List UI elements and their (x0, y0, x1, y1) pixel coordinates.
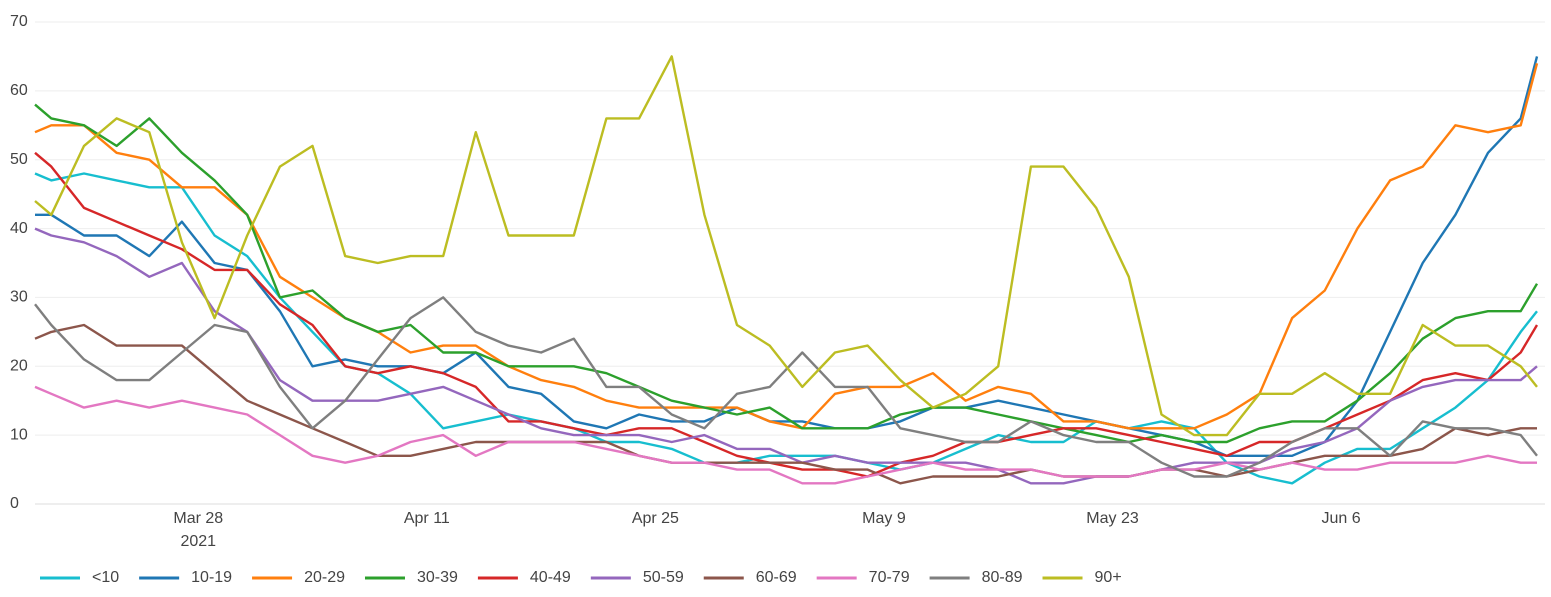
y-tick-label: 50 (10, 151, 28, 168)
x-tick-label: Apr 25 (632, 510, 679, 527)
legend-item: <10 (40, 569, 119, 586)
legend-label: 20-29 (304, 569, 345, 586)
x-tick-label: May 23 (1086, 510, 1139, 527)
legend-item: 40-49 (477, 569, 571, 586)
y-tick-label: 30 (10, 289, 28, 306)
x-tick-label: Apr 11 (404, 510, 450, 527)
y-tick-label: 10 (10, 426, 28, 443)
series-line (34, 323, 1537, 485)
legend-label: 50-59 (643, 569, 684, 586)
legend-item: 20-29 (252, 569, 345, 586)
legend-item: 70-79 (816, 569, 910, 586)
legend-label: 60-69 (756, 569, 797, 586)
legend-item: 90+ (1042, 569, 1122, 586)
series-line (34, 385, 1537, 485)
series-line (34, 151, 1539, 478)
y-tick-label: 40 (10, 220, 28, 237)
legend-label: 80-89 (982, 569, 1023, 586)
series-line (34, 103, 1539, 444)
series-line (34, 55, 1538, 437)
legend-item: 50-59 (590, 569, 684, 586)
series-line (34, 296, 1538, 478)
series-line (35, 56, 1539, 457)
legend-label: 70-79 (869, 569, 910, 586)
y-tick-label: 0 (10, 495, 19, 512)
legend-item: 30-39 (364, 569, 458, 586)
legend-label: 90+ (1095, 569, 1122, 586)
legend-label: 10-19 (191, 569, 232, 586)
y-tick-label: 60 (10, 82, 28, 99)
y-tick-label: 20 (10, 358, 28, 375)
x-tick-label: Jun 6 (1322, 510, 1361, 527)
x-tick-label: May 9 (862, 510, 906, 527)
legend-item: 10-19 (139, 569, 232, 586)
series-line (34, 62, 1539, 430)
legend-label: 30-39 (417, 569, 458, 586)
legend-item: 60-69 (703, 569, 797, 586)
y-tick-label: 70 (10, 13, 28, 30)
legend-label: <10 (92, 569, 119, 586)
series-line (34, 172, 1538, 485)
x-year-label: 2021 (180, 533, 216, 550)
x-tick-label: Mar 28 (173, 510, 223, 527)
legend-item: 80-89 (929, 569, 1023, 586)
series-line (34, 227, 1538, 485)
legend-label: 40-49 (530, 569, 571, 586)
